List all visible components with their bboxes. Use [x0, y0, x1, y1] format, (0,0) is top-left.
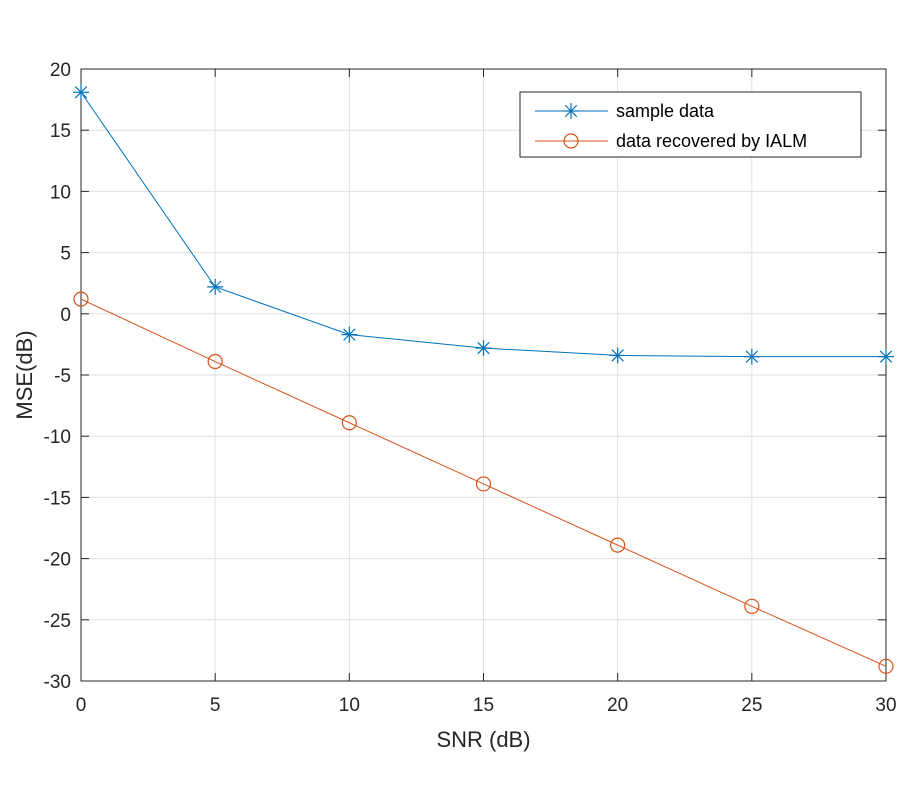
data-point	[73, 84, 89, 101]
data-point	[610, 537, 626, 553]
y-tick-label: -30	[44, 672, 71, 693]
y-tick-label: -5	[54, 366, 71, 387]
y-tick-label: -25	[44, 611, 71, 632]
data-point	[878, 658, 894, 674]
series-sample-data	[73, 84, 894, 365]
x-tick-label: 15	[473, 695, 494, 716]
axis-ticks	[80, 68, 887, 682]
y-tick-label: 15	[50, 121, 71, 142]
y-tick-label: 0	[60, 305, 71, 326]
legend-label-sample-data: sample data	[616, 101, 715, 121]
series-layer	[73, 84, 894, 674]
series-line	[80, 298, 887, 667]
y-tick-label: 5	[60, 244, 71, 265]
asterisk-stroke	[74, 86, 88, 99]
legend: sample data data recovered by IALM	[519, 91, 862, 158]
data-point	[609, 347, 626, 364]
series-recovered-data	[73, 291, 894, 674]
data-point	[744, 598, 760, 614]
data-point	[207, 278, 224, 295]
asterisk-stroke	[879, 350, 893, 363]
y-tick-label: -20	[44, 550, 71, 571]
circle-stroke	[563, 133, 579, 149]
asterisk-stroke	[343, 328, 356, 341]
x-tick-label: 20	[607, 695, 628, 716]
circle-stroke	[744, 598, 760, 614]
asterisk-stroke	[477, 341, 490, 355]
legend-marker-circle	[563, 133, 579, 149]
data-point	[475, 340, 492, 357]
asterisk-stroke	[745, 350, 759, 363]
asterisk-stroke	[611, 349, 624, 362]
y-tick-label: 10	[50, 182, 71, 203]
circle-stroke	[475, 476, 492, 492]
circle-stroke	[73, 291, 89, 307]
x-tick-label: 5	[210, 695, 221, 716]
data-point	[207, 353, 223, 370]
x-tick-label: 0	[76, 695, 87, 716]
data-point	[743, 348, 760, 365]
x-tick-label: 25	[741, 695, 762, 716]
circle-stroke	[878, 658, 894, 674]
y-tick-label: -10	[44, 427, 71, 448]
circle-stroke	[207, 353, 223, 370]
data-point	[341, 415, 357, 431]
legend-box	[519, 91, 862, 158]
y-tick-label: -15	[44, 488, 71, 509]
x-tick-label: 30	[875, 695, 896, 716]
data-point	[878, 348, 894, 365]
legend-label-recovered-data: data recovered by IALM	[616, 131, 807, 151]
circle-stroke	[341, 415, 357, 431]
data-point	[475, 476, 492, 492]
grid-lines	[80, 68, 887, 682]
data-point	[341, 326, 358, 343]
y-tick-label: 20	[50, 60, 71, 81]
asterisk-stroke	[564, 104, 578, 118]
data-point	[73, 291, 89, 307]
x-tick-label: 10	[339, 695, 360, 716]
y-axis-label: MSE(dB)	[12, 330, 37, 419]
asterisk-stroke	[208, 280, 222, 294]
circle-stroke	[610, 537, 626, 553]
legend-marker-asterisk	[563, 103, 579, 119]
x-axis-label: SNR (dB)	[436, 727, 530, 752]
